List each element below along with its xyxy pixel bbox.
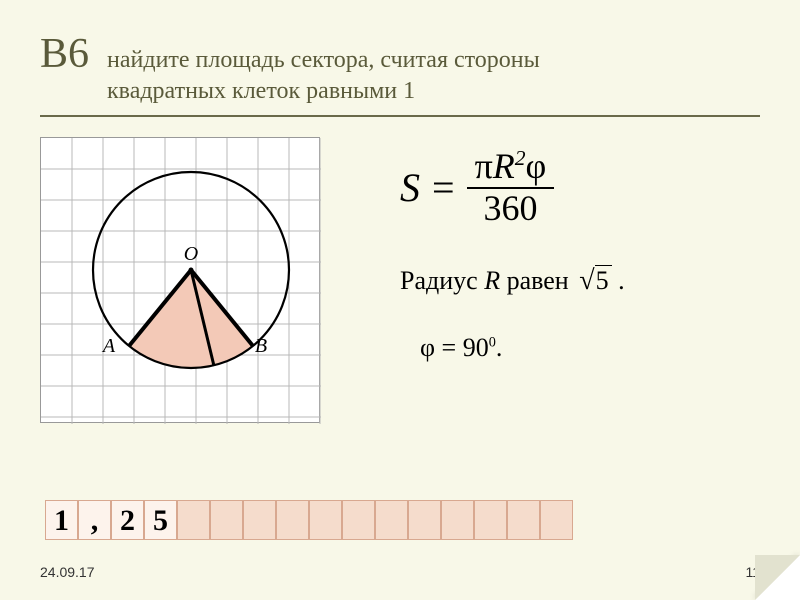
answer-cell-10 — [375, 500, 408, 540]
answer-cell-3: 5 — [144, 500, 177, 540]
formula-pi: π — [475, 146, 493, 186]
answer-cell-5 — [210, 500, 243, 540]
formula-eq: = — [432, 164, 455, 211]
svg-text:B: B — [255, 335, 267, 357]
answer-cell-13 — [474, 500, 507, 540]
formula-R-exp: 2 — [515, 146, 526, 170]
answer-cell-15 — [540, 500, 573, 540]
formula-lhs: S — [400, 164, 420, 211]
area-formula: S = πR2φ 360 — [360, 147, 760, 228]
radius-sqrt-val: 5 — [595, 265, 612, 295]
answer-cell-12 — [441, 500, 474, 540]
answer-cell-0: 1 — [45, 500, 78, 540]
answer-cell-7 — [276, 500, 309, 540]
phi-val: 90 — [463, 333, 489, 362]
header-divider — [40, 115, 760, 117]
radius-mid: равен — [500, 266, 575, 295]
sector-diagram: O A B — [40, 137, 320, 423]
footer-date: 24.09.17 — [40, 564, 95, 580]
formula-denom: 360 — [475, 189, 545, 229]
phi-suffix: . — [496, 333, 503, 362]
answer-cells: 1,25 — [45, 500, 573, 540]
phi-text: φ = 900. — [360, 333, 760, 363]
radius-text: Радиус R равен 5 . — [360, 265, 760, 297]
formula-R: R — [493, 146, 515, 186]
answer-cell-6 — [243, 500, 276, 540]
title-text-line2: квадратных клеток равными 1 — [107, 78, 415, 104]
answer-cell-1: , — [78, 500, 111, 540]
answer-cell-2: 2 — [111, 500, 144, 540]
phi-var: φ — [420, 333, 435, 362]
answer-cell-9 — [342, 500, 375, 540]
radius-prefix: Радиус — [400, 266, 484, 295]
formula-phi: φ — [526, 146, 547, 186]
phi-eq: = — [435, 333, 463, 362]
page-corner-fold — [755, 555, 800, 600]
answer-cell-11 — [408, 500, 441, 540]
task-number: В6 — [40, 30, 89, 78]
radius-var: R — [484, 266, 500, 295]
answer-cell-8 — [309, 500, 342, 540]
answer-cell-14 — [507, 500, 540, 540]
phi-deg: 0 — [489, 334, 496, 350]
answer-cell-4 — [177, 500, 210, 540]
title-text-line1: найдите площадь сектора, считая стороны — [107, 47, 540, 73]
svg-text:A: A — [101, 335, 116, 357]
radius-suffix: . — [612, 266, 625, 295]
svg-text:O: O — [184, 243, 198, 265]
